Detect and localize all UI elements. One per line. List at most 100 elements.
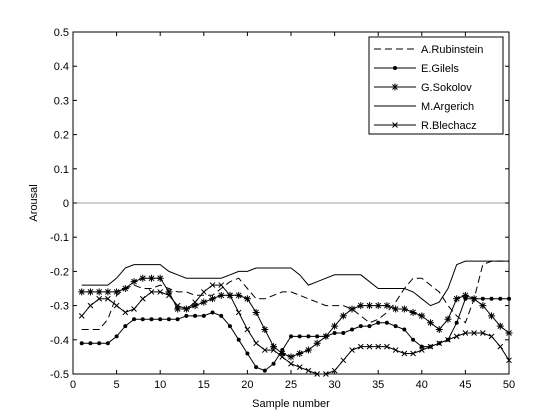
data-point — [166, 292, 172, 299]
legend: A.Rubinstein E.Gilels G.Sokolov M.Argerich R… — [368, 36, 504, 135]
data-point — [375, 343, 382, 350]
data-point — [401, 350, 408, 357]
series-line — [81, 284, 510, 375]
data-point — [209, 295, 217, 303]
data-point — [289, 334, 293, 339]
legend-item: R.Blechacz — [374, 120, 477, 132]
data-point — [139, 295, 146, 302]
data-point — [304, 346, 312, 354]
series-a-rubinstein — [81, 260, 509, 330]
data-point — [166, 317, 171, 322]
data-point — [86, 288, 94, 296]
y-tick-label: -0.1 — [50, 232, 69, 244]
data-point — [436, 340, 443, 347]
data-point — [296, 364, 303, 371]
data-point — [175, 317, 180, 322]
data-point — [95, 288, 103, 296]
data-point — [105, 295, 111, 302]
data-point — [392, 305, 400, 313]
data-point — [261, 347, 268, 353]
legend-item: M.Argerich — [374, 101, 474, 113]
data-point — [218, 282, 225, 288]
data-point — [156, 274, 164, 282]
data-point — [140, 317, 145, 322]
data-point — [96, 295, 103, 302]
y-tick-label: 0.1 — [54, 164, 69, 176]
data-point — [454, 320, 459, 325]
x-tick-label: 45 — [459, 379, 471, 391]
data-point — [341, 330, 346, 335]
data-point — [288, 360, 294, 367]
data-point — [227, 292, 233, 299]
data-point — [358, 324, 363, 329]
data-point — [217, 291, 225, 299]
data-point — [348, 305, 356, 313]
data-point — [357, 343, 364, 350]
data-point — [130, 278, 138, 286]
x-tick-label: 10 — [154, 379, 166, 391]
data-point — [174, 305, 182, 313]
data-point — [287, 353, 295, 361]
x-tick-label: 50 — [503, 379, 515, 391]
series-line — [81, 260, 509, 330]
data-point — [191, 302, 199, 310]
legend-box — [368, 36, 504, 135]
data-point — [498, 296, 503, 301]
data-point — [296, 349, 304, 357]
data-point — [462, 330, 469, 336]
data-point — [418, 347, 425, 353]
data-point — [400, 305, 408, 313]
data-point — [453, 295, 461, 303]
data-point — [121, 285, 129, 292]
data-point — [479, 302, 487, 310]
data-point — [252, 308, 260, 316]
data-point — [219, 313, 224, 318]
data-point — [201, 313, 206, 318]
data-point — [139, 274, 147, 282]
data-point — [200, 289, 207, 295]
data-point — [113, 302, 120, 309]
data-point — [305, 367, 312, 374]
y-tick-label: -0.2 — [50, 266, 69, 278]
data-point — [367, 324, 372, 329]
data-point — [383, 302, 391, 310]
data-point — [315, 334, 320, 339]
data-point — [418, 312, 426, 320]
data-point — [114, 334, 119, 339]
series-line — [81, 260, 509, 307]
data-point — [427, 319, 435, 327]
axes-layer: 0 5 10 15 20 25 30 35 40 45 50 0.5 0.4 0.3 0.2 0.1 0 -0.1… — [50, 27, 515, 391]
data-point — [488, 333, 495, 340]
data-point — [123, 324, 128, 329]
x-tick-label: 35 — [372, 379, 384, 391]
data-point — [88, 341, 93, 346]
legend-item: E.Gilels — [374, 63, 459, 75]
data-point — [236, 337, 241, 342]
data-point — [297, 334, 302, 339]
legend-label: E.Gilels — [421, 63, 459, 75]
legend-marker — [391, 83, 399, 91]
x-axis-label: Sample number — [252, 398, 330, 410]
data-point — [149, 317, 154, 322]
data-point — [132, 317, 137, 322]
data-point — [471, 330, 477, 336]
data-point — [332, 330, 337, 335]
data-point — [210, 310, 215, 315]
data-point — [78, 313, 85, 319]
data-point — [479, 330, 486, 336]
x-tick-label: 20 — [241, 379, 253, 391]
data-point — [497, 343, 504, 350]
data-point — [78, 288, 86, 296]
series-r-blechacz — [78, 282, 512, 377]
data-point — [339, 312, 347, 320]
data-point — [410, 350, 416, 357]
y-tick-label: 0.5 — [54, 27, 69, 39]
data-point — [122, 309, 129, 316]
data-point — [331, 322, 339, 330]
data-point — [270, 343, 278, 351]
data-point — [79, 341, 84, 346]
data-point — [271, 361, 276, 366]
data-point — [254, 365, 259, 370]
data-point — [480, 296, 485, 301]
x-tick-label: 15 — [198, 379, 210, 391]
